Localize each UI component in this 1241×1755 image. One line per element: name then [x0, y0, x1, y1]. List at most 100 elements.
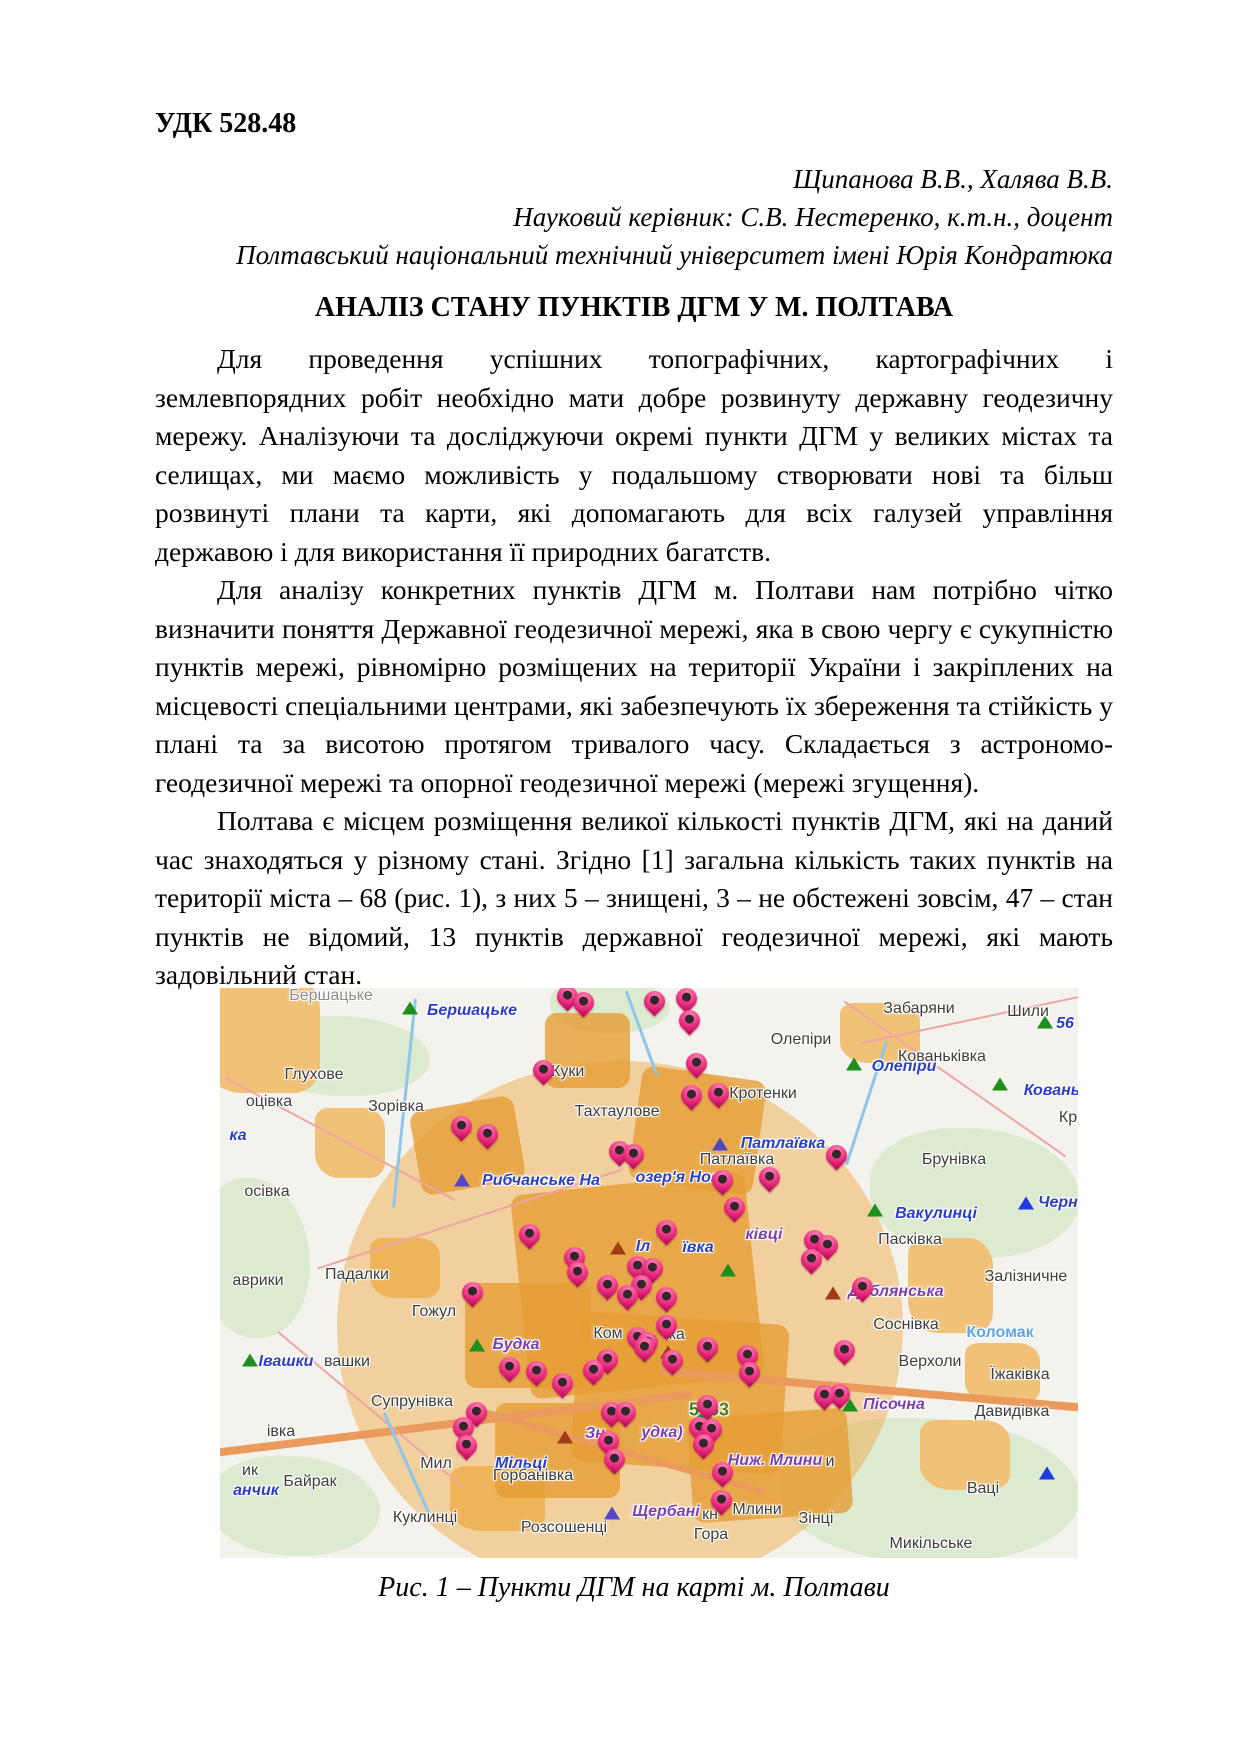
map-label: Зорівка: [368, 1098, 424, 1115]
map-figure: Бершацьке Бершацьке Глухове Зорівка оцівка ка…: [220, 988, 1078, 1558]
map-pin-icon: [674, 1005, 705, 1036]
triangle-marker-icon: [846, 1057, 862, 1071]
map-label: Черн: [1038, 1194, 1078, 1211]
map-urban-block: [545, 1013, 630, 1088]
map-label: Микільське: [889, 1535, 973, 1552]
supervisor-line: Науковий керівник: С.В. Нестеренко, к.т.…: [513, 202, 1113, 232]
map-label: Розсошенці: [520, 1519, 608, 1536]
map-label: осівка: [244, 1183, 290, 1200]
map-label: Млини: [732, 1501, 782, 1518]
paragraph-2: Для аналізу конкретних пунктів ДГМ м. По…: [155, 574, 1113, 798]
map-label: Соснівка: [873, 1316, 939, 1333]
map-label: Пасківка: [878, 1231, 942, 1248]
triangle-marker-icon: [1037, 1015, 1053, 1029]
paper-title: АНАЛІЗ СТАНУ ПУНКТІВ ДГМ У М. ПОЛТАВА: [314, 292, 954, 323]
map-label: Олепіри: [770, 1031, 832, 1048]
triangle-marker-icon: [242, 1353, 258, 1367]
map-settlement: [920, 1420, 1010, 1490]
triangle-marker-icon: [604, 1506, 620, 1520]
triangle-marker-icon: [712, 1137, 728, 1151]
map-label: Коломак: [966, 1324, 1034, 1341]
map-settlement: [220, 988, 320, 1093]
map-label: 56: [1056, 1015, 1074, 1032]
map-label: Жуки: [545, 1063, 585, 1080]
map-label: Ниж. Млини: [727, 1452, 823, 1469]
map-label: Патлаївка: [699, 1151, 775, 1168]
triangle-marker-icon: [825, 1286, 841, 1300]
authors-line: Щипанова В.В., Халява В.В.: [793, 164, 1113, 194]
map-label: Бершацьке: [427, 1002, 517, 1019]
map-label: Пісочна: [863, 1396, 925, 1413]
map-label: Ваці: [966, 1480, 1000, 1497]
map-label: ка: [229, 1127, 247, 1144]
map-label: Тахтаулове: [574, 1103, 660, 1120]
map-label: Байрак: [283, 1473, 337, 1490]
triangle-marker-icon: [454, 1173, 470, 1187]
map-label: Зінці: [798, 1510, 834, 1527]
udc-number: УДК 528.48: [155, 108, 297, 139]
map-label: Супрунівка: [370, 1393, 454, 1410]
map-label: оцівка: [245, 1093, 293, 1110]
triangle-marker-icon: [720, 1263, 736, 1277]
map-label: Шили: [1007, 1003, 1049, 1020]
map-green-area: [220, 1456, 380, 1556]
triangle-marker-icon: [1039, 1466, 1055, 1480]
map-settlement: [965, 1343, 1040, 1403]
map-label: Давидівка: [974, 1403, 1050, 1420]
map-label: Рибчанське На: [482, 1172, 600, 1189]
map-label: Ковань: [1023, 1082, 1078, 1099]
map-label: Кротенки: [729, 1085, 797, 1102]
map-label: Бершацьке: [289, 988, 373, 1004]
map-label: Щербані: [632, 1503, 700, 1520]
map-label: вашки: [324, 1353, 370, 1370]
map-label: Мил: [420, 1455, 452, 1472]
map-label: Горбанівка: [492, 1467, 574, 1484]
map-label: анчик: [233, 1482, 279, 1499]
triangle-marker-icon: [992, 1077, 1008, 1091]
map-label: івка: [266, 1423, 296, 1440]
map-label: Вакулинці: [895, 1205, 977, 1222]
map-label: и: [825, 1453, 835, 1470]
map-label: Патлаївка: [740, 1135, 826, 1152]
map-label: ївка: [682, 1239, 714, 1256]
byline-block: Щипанова В.В., Халява В.В. Науковий кері…: [155, 160, 1113, 274]
map-label: кн: [702, 1506, 718, 1523]
map-label: Ком: [593, 1325, 623, 1342]
map-label: аврики: [232, 1272, 284, 1289]
map-label: Гожул: [411, 1303, 457, 1320]
map-label: Глухове: [284, 1066, 344, 1083]
map-label: удка): [641, 1424, 683, 1441]
map-label: Кованьківка: [898, 1048, 986, 1065]
map-label: Брунівка: [921, 1151, 987, 1168]
map-label: Іл: [635, 1238, 651, 1255]
triangle-marker-icon: [610, 1241, 626, 1255]
paragraph-1: Для проведення успішних топографічних, к…: [155, 343, 1113, 567]
map-label: Куклинці: [392, 1509, 458, 1526]
university-line: Полтавський національний технічний уніве…: [236, 240, 1113, 270]
triangle-marker-icon: [402, 1001, 418, 1015]
map-label: Мільці: [494, 1455, 548, 1472]
map-label: Їжаківка: [990, 1366, 1050, 1383]
triangle-marker-icon: [557, 1430, 573, 1444]
map-canvas: Бершацьке Бершацьке Глухове Зорівка оцівка ка…: [220, 988, 1078, 1558]
map-label: Падалки: [325, 1266, 389, 1283]
map-label: Івашки: [258, 1353, 314, 1370]
map-label: Забаряни: [883, 1000, 955, 1017]
triangle-marker-icon: [867, 1203, 883, 1217]
triangle-marker-icon: [1018, 1196, 1034, 1210]
paragraph-3: Полтава є місцем розміщення великої кіль…: [155, 805, 1113, 990]
map-label: ківці: [745, 1226, 783, 1243]
triangle-marker-icon: [469, 1338, 485, 1352]
map-label: ик: [242, 1462, 258, 1479]
map-label: озер'я Нов: [635, 1169, 721, 1186]
map-label: Олепіри: [871, 1058, 937, 1075]
map-green-area: [870, 1128, 1078, 1258]
map-settlement: [908, 1238, 993, 1333]
body-text: Для проведення успішних топографічних, к…: [155, 340, 1113, 995]
map-label: Кр: [1058, 1109, 1078, 1126]
map-label: Будка: [492, 1336, 540, 1353]
map-label: Гора: [693, 1526, 729, 1543]
map-label: Верхоли: [898, 1353, 962, 1370]
figure-caption: Рис. 1 – Пункти ДГМ на карті м. Полтави: [378, 1572, 890, 1603]
